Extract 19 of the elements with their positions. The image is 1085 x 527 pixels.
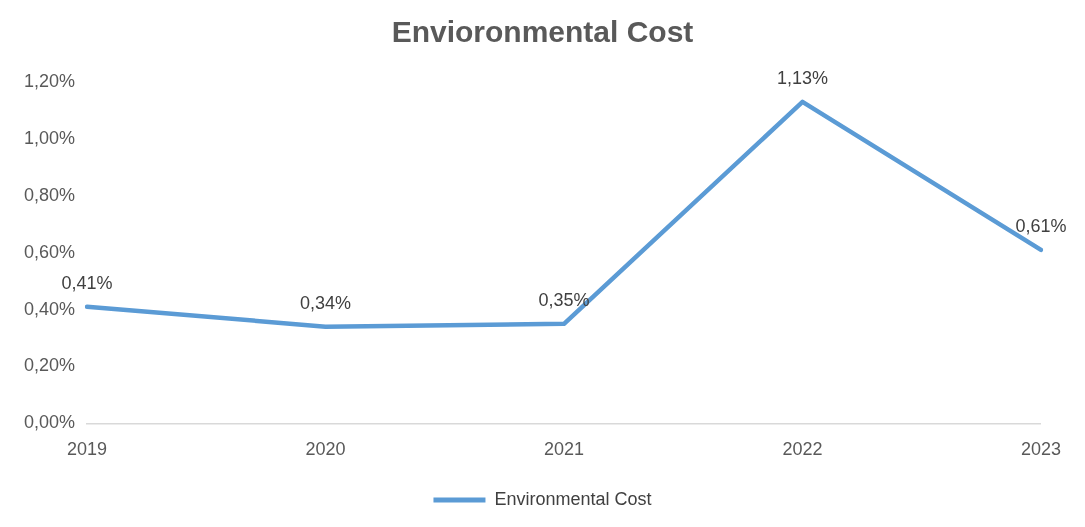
x-tick-label: 2019: [67, 439, 108, 460]
x-tick-label: 2022: [782, 439, 823, 460]
y-tick-label: 0,00%: [23, 412, 76, 433]
x-tick-label: 2023: [1020, 439, 1061, 460]
x-tick-label: 2020: [305, 439, 346, 460]
y-tick-label: 1,20%: [23, 70, 76, 91]
y-tick-label: 0,20%: [23, 355, 76, 376]
legend-label: Environmental Cost: [494, 488, 652, 509]
y-tick-label: 0,60%: [23, 241, 76, 262]
y-tick-label: 1,00%: [23, 127, 76, 148]
chart-title: Envioronmental Cost: [391, 15, 694, 49]
x-tick-label: 2021: [543, 439, 585, 460]
data-label: 0,34%: [300, 292, 352, 313]
y-tick-label: 0,80%: [23, 184, 76, 205]
data-label: 1,13%: [776, 67, 829, 88]
data-label: 0,61%: [1015, 215, 1067, 236]
data-label: 0,35%: [538, 289, 590, 310]
y-tick-label: 0,40%: [23, 298, 76, 319]
data-label: 0,41%: [61, 272, 113, 293]
